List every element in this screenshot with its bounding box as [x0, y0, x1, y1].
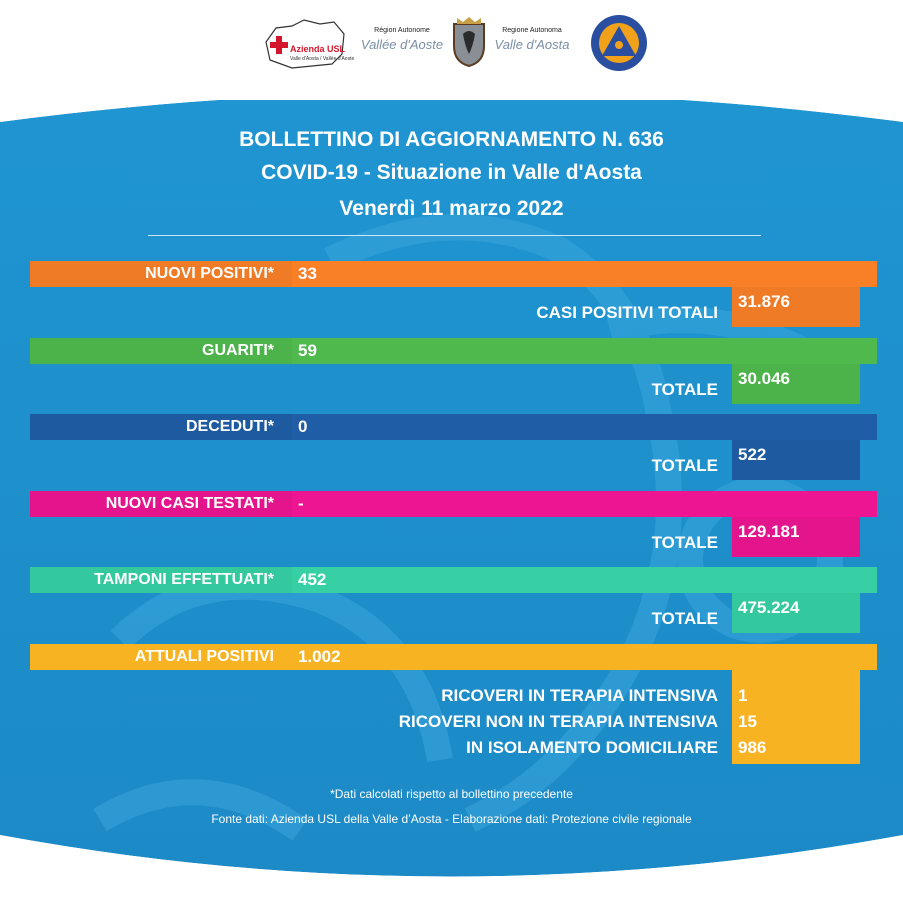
region-logo-fr-small: Région Autonome [374, 27, 430, 34]
deceduti-total-box [732, 440, 860, 480]
nuovi-positivi-label-bar [30, 261, 292, 287]
guariti-label: GUARITI* [202, 342, 274, 359]
guariti-total-value: 30.046 [738, 369, 790, 388]
usl-logo-name: Azienda USL [290, 44, 346, 54]
region-crest-icon [451, 16, 487, 68]
region-logo-fr: Région Autonome Vallée d'Aoste [358, 27, 446, 57]
deceduti-label-bar [30, 414, 292, 440]
nuovi-positivi-value: 33 [298, 264, 317, 283]
tamponi-effettuati-value-bar [292, 567, 877, 593]
region-logo-it-small: Regione Autonoma [502, 27, 562, 34]
guariti-value-bar [292, 338, 877, 364]
nuovi-casi-testati-total-label: TOTALE [651, 533, 718, 552]
data-source: Fonte dati: Azienda USL della Valle d’Ao… [211, 812, 692, 826]
guariti-value: 59 [298, 341, 317, 360]
detail-label-terapia-intensiva: RICOVERI IN TERAPIA INTENSIVA [441, 686, 718, 705]
nuovi-casi-testati-value-bar [292, 491, 877, 517]
nuovi-casi-testati-label-bar [30, 491, 292, 517]
nuovi-positivi-total-box [732, 287, 860, 327]
region-logo-fr-big: Vallée d'Aoste [360, 37, 444, 52]
attuali-positivi-value-bar [292, 644, 877, 670]
nuovi-positivi-total-value: 31.876 [738, 292, 790, 311]
header: Azienda USL Valle d'Aosta / Vallée d'Aos… [0, 0, 903, 100]
guariti-total-label: TOTALE [651, 380, 718, 399]
tamponi-effettuati-value: 452 [298, 570, 327, 589]
nuovi-casi-testati-value: - [298, 494, 304, 513]
detail-value-isolamento: 986 [738, 738, 767, 757]
detail-label-non-terapia-intensiva: RICOVERI NON IN TERAPIA INTENSIVA [398, 712, 718, 731]
nuovi-casi-testati-total-box [732, 517, 860, 557]
detail-value-terapia-intensiva: 1 [738, 686, 748, 705]
nuovi-positivi-value-bar [292, 261, 877, 287]
guariti-total-box [732, 364, 860, 404]
protezione-civile-logo [590, 14, 648, 72]
nuovi-casi-testati-total-value: 129.181 [738, 522, 800, 541]
region-logo-it: Regione Autonoma Valle d'Aosta [492, 27, 572, 57]
detail-value-non-terapia-intensiva: 15 [738, 712, 757, 731]
deceduti-total-value: 522 [738, 445, 767, 464]
region-logo-it-big: Valle d'Aosta [494, 37, 570, 52]
nuovi-casi-testati-label: NUOVI CASI TESTATI* [105, 495, 274, 512]
attuali-positivi-label-bar [30, 644, 292, 670]
bulletin-subtitle: COVID-19 - Situazione in Valle d'Aosta [261, 161, 642, 184]
attuali-positivi-details-box [732, 670, 860, 764]
azienda-usl-logo: Azienda USL Valle d'Aosta / Vallée d'Aos… [262, 16, 354, 70]
bulletin-title: BOLLETTINO DI AGGIORNAMENTO N. 636 [239, 128, 664, 151]
tamponi-effettuati-total-label: TOTALE [651, 609, 718, 628]
nuovi-positivi-label: NUOVI POSITIVI* [145, 265, 274, 282]
tamponi-effettuati-label-bar [30, 567, 292, 593]
nuovi-positivi-total-label: CASI POSITIVI TOTALI [536, 303, 718, 322]
attuali-positivi-label: ATTUALI POSITIVI [134, 648, 274, 665]
tamponi-effettuati-label: TAMPONI EFFETTUATI* [94, 571, 274, 588]
deceduti-total-label: TOTALE [651, 456, 718, 475]
footnote: *Dati calcolati rispetto al bollettino p… [330, 787, 573, 801]
bulletin-date: Venerdì 11 marzo 2022 [339, 197, 564, 220]
detail-label-isolamento: IN ISOLAMENTO DOMICILIARE [466, 738, 718, 757]
title-divider [148, 235, 761, 236]
tamponi-effettuati-total-box [732, 593, 860, 633]
tamponi-effettuati-total-value: 475.224 [738, 598, 800, 617]
usl-logo-sub: Valle d'Aosta / Vallée d'Aoste [290, 56, 355, 62]
deceduti-label: DECEDUTI* [185, 418, 274, 435]
attuali-positivi-value: 1.002 [298, 647, 341, 666]
deceduti-value: 0 [298, 417, 308, 436]
deceduti-value-bar [292, 414, 877, 440]
guariti-label-bar [30, 338, 292, 364]
